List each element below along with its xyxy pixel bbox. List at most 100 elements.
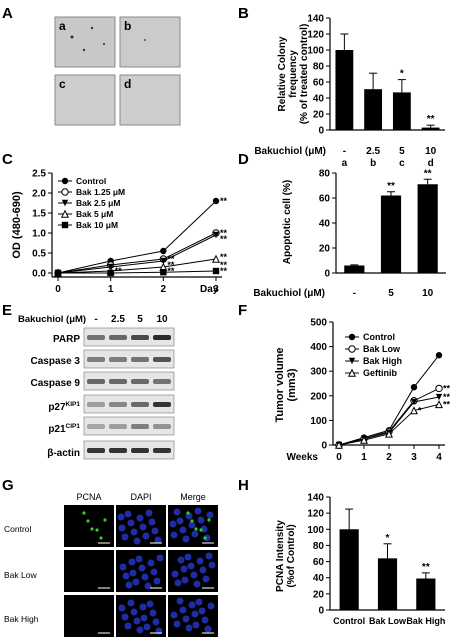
y-tick-label: 140 bbox=[307, 14, 324, 25]
blot-band bbox=[153, 357, 171, 362]
nucleus-blob bbox=[147, 559, 155, 567]
legend-label: Control bbox=[76, 176, 106, 186]
nucleus-blob bbox=[185, 624, 193, 632]
data-point bbox=[435, 393, 443, 401]
blot-band bbox=[153, 379, 171, 384]
nucleus-blob bbox=[121, 613, 129, 621]
legend-label: Bak 2.5 μM bbox=[76, 198, 120, 208]
category-sublabel: c bbox=[399, 158, 405, 169]
nucleus-blob bbox=[174, 579, 182, 587]
pcna-signal bbox=[95, 528, 99, 532]
y-axis-label: (% of treated control) bbox=[299, 24, 310, 125]
nucleus-blob bbox=[201, 616, 209, 624]
x-tick-label: 3 bbox=[213, 284, 219, 295]
nucleus-blob bbox=[184, 553, 192, 561]
nucleus-blob bbox=[191, 610, 199, 618]
nucleus-blob bbox=[146, 600, 154, 608]
nucleus-blob bbox=[150, 568, 158, 576]
if-column-label: DAPI bbox=[130, 492, 151, 502]
panel-g-immunofluorescence: PCNA DAPI Merge Control Bak Low Bak High bbox=[4, 492, 218, 637]
nucleus-blob bbox=[190, 571, 198, 579]
blot-band bbox=[87, 424, 105, 429]
photo-sublabel-a: a bbox=[59, 19, 66, 33]
blot-band bbox=[109, 402, 127, 407]
nucleus-blob bbox=[136, 626, 144, 634]
significance-label: * bbox=[400, 69, 404, 80]
data-point bbox=[384, 429, 394, 438]
if-row-label: Bak Low bbox=[4, 570, 37, 580]
category-label: 5 bbox=[399, 146, 405, 157]
significance-label: ** bbox=[422, 562, 430, 573]
colony-dot bbox=[103, 43, 105, 45]
nucleus-blob bbox=[170, 611, 178, 619]
panel-label-d: D bbox=[238, 151, 249, 168]
x-tick-label: 4 bbox=[436, 452, 442, 463]
nucleus-blob bbox=[127, 599, 135, 607]
nucleus-blob bbox=[206, 511, 214, 519]
nucleus-blob bbox=[139, 523, 147, 531]
nucleus-blob bbox=[192, 621, 200, 629]
data-point bbox=[348, 345, 356, 353]
nucleus-blob bbox=[176, 597, 184, 605]
x-tick-label: 0 bbox=[55, 284, 61, 295]
nucleus-blob bbox=[136, 514, 144, 522]
nucleus-blob bbox=[181, 576, 189, 584]
y-tick-label: 80 bbox=[319, 169, 331, 180]
panel-label-b: B bbox=[238, 5, 249, 22]
legend-label: Control bbox=[363, 332, 395, 342]
pcna-signal bbox=[199, 528, 203, 532]
bar bbox=[339, 529, 359, 610]
data-point bbox=[409, 406, 419, 415]
blot-row-label-p27: p27KIP1 bbox=[48, 401, 80, 413]
nucleus-blob bbox=[152, 618, 160, 626]
y-tick-label: 2.5 bbox=[32, 169, 46, 180]
category-label: 10 bbox=[422, 288, 434, 299]
if-row-label: Control bbox=[4, 524, 32, 534]
x-tick-label: 2 bbox=[386, 452, 392, 463]
blot-band bbox=[131, 402, 149, 407]
nucleus-blob bbox=[187, 562, 195, 570]
significance-label: * bbox=[418, 406, 422, 416]
colony-dot bbox=[90, 26, 94, 30]
data-point bbox=[348, 357, 356, 365]
data-point bbox=[54, 269, 62, 277]
significance-label: ** bbox=[220, 260, 228, 270]
blot-band bbox=[87, 448, 105, 453]
nucleus-blob bbox=[194, 507, 202, 515]
legend-label: Bak 1.25 μM bbox=[76, 187, 125, 197]
series-line bbox=[57, 234, 217, 274]
blot-band bbox=[153, 424, 171, 429]
y-axis-label: (mm3) bbox=[286, 368, 298, 401]
panel-label-h: H bbox=[238, 477, 249, 494]
y-tick-label: 100 bbox=[310, 416, 327, 427]
legend-label: Bak Low bbox=[363, 344, 401, 354]
nucleus-blob bbox=[177, 556, 185, 564]
blot-band bbox=[109, 379, 127, 384]
if-column-label: Merge bbox=[180, 492, 206, 502]
nucleus-blob bbox=[142, 532, 150, 540]
data-point bbox=[410, 398, 418, 406]
blot-band bbox=[87, 357, 105, 362]
data-point bbox=[334, 440, 344, 449]
y-axis-label: Apoptotic cell (%) bbox=[282, 180, 293, 264]
x-tick-label: 1 bbox=[361, 452, 367, 463]
nucleus-blob bbox=[133, 617, 141, 625]
blot-band bbox=[87, 335, 105, 340]
nucleus-blob bbox=[171, 570, 179, 578]
blot-lane-label: 5 bbox=[137, 314, 143, 325]
y-axis-label: Tumor volume bbox=[274, 348, 286, 423]
significance-label: ** bbox=[167, 254, 175, 264]
panel-e-western-blot: Bakuchiol (μM) - 2.5 5 10 PARP Caspase 3… bbox=[18, 314, 175, 460]
nucleus-blob bbox=[130, 528, 138, 536]
colony-dot bbox=[144, 39, 146, 41]
blot-band bbox=[109, 448, 127, 453]
nucleus-blob bbox=[169, 520, 177, 528]
y-axis-label: Relative Colony bbox=[277, 36, 288, 111]
nucleus-blob bbox=[140, 614, 148, 622]
pcna-signal bbox=[207, 518, 211, 522]
category-label: Bak Low bbox=[369, 616, 407, 626]
blot-row-label: β-actin bbox=[47, 448, 80, 459]
nucleus-blob bbox=[127, 519, 135, 527]
data-point bbox=[107, 269, 114, 277]
